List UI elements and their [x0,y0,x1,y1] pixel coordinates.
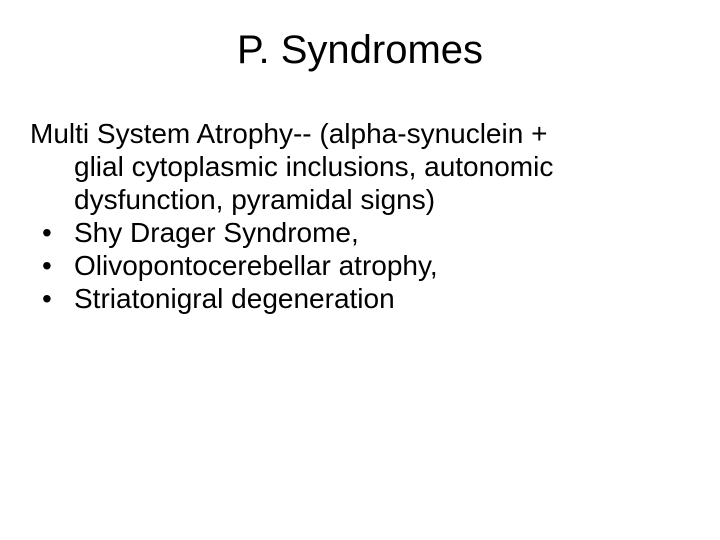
bullet-item: • Shy Drager Syndrome, [30,216,690,249]
slide-title: P. Syndromes [30,28,690,73]
bullet-text: Shy Drager Syndrome, [74,216,690,249]
intro-line-1: Multi System Atrophy-- (alpha-synuclein … [30,117,690,150]
intro-line-2: glial cytoplasmic inclusions, autonomic [30,150,690,183]
bullet-icon: • [30,249,74,282]
slide: P. Syndromes Multi System Atrophy-- (alp… [0,0,720,540]
bullet-text: Olivopontocerebellar atrophy, [74,249,690,282]
bullet-text: Striatonigral degeneration [74,282,690,315]
bullet-icon: • [30,216,74,249]
bullet-icon: • [30,282,74,315]
intro-line-3: dysfunction, pyramidal signs) [30,183,690,216]
slide-body: Multi System Atrophy-- (alpha-synuclein … [30,117,690,315]
bullet-item: • Striatonigral degeneration [30,282,690,315]
bullet-item: • Olivopontocerebellar atrophy, [30,249,690,282]
